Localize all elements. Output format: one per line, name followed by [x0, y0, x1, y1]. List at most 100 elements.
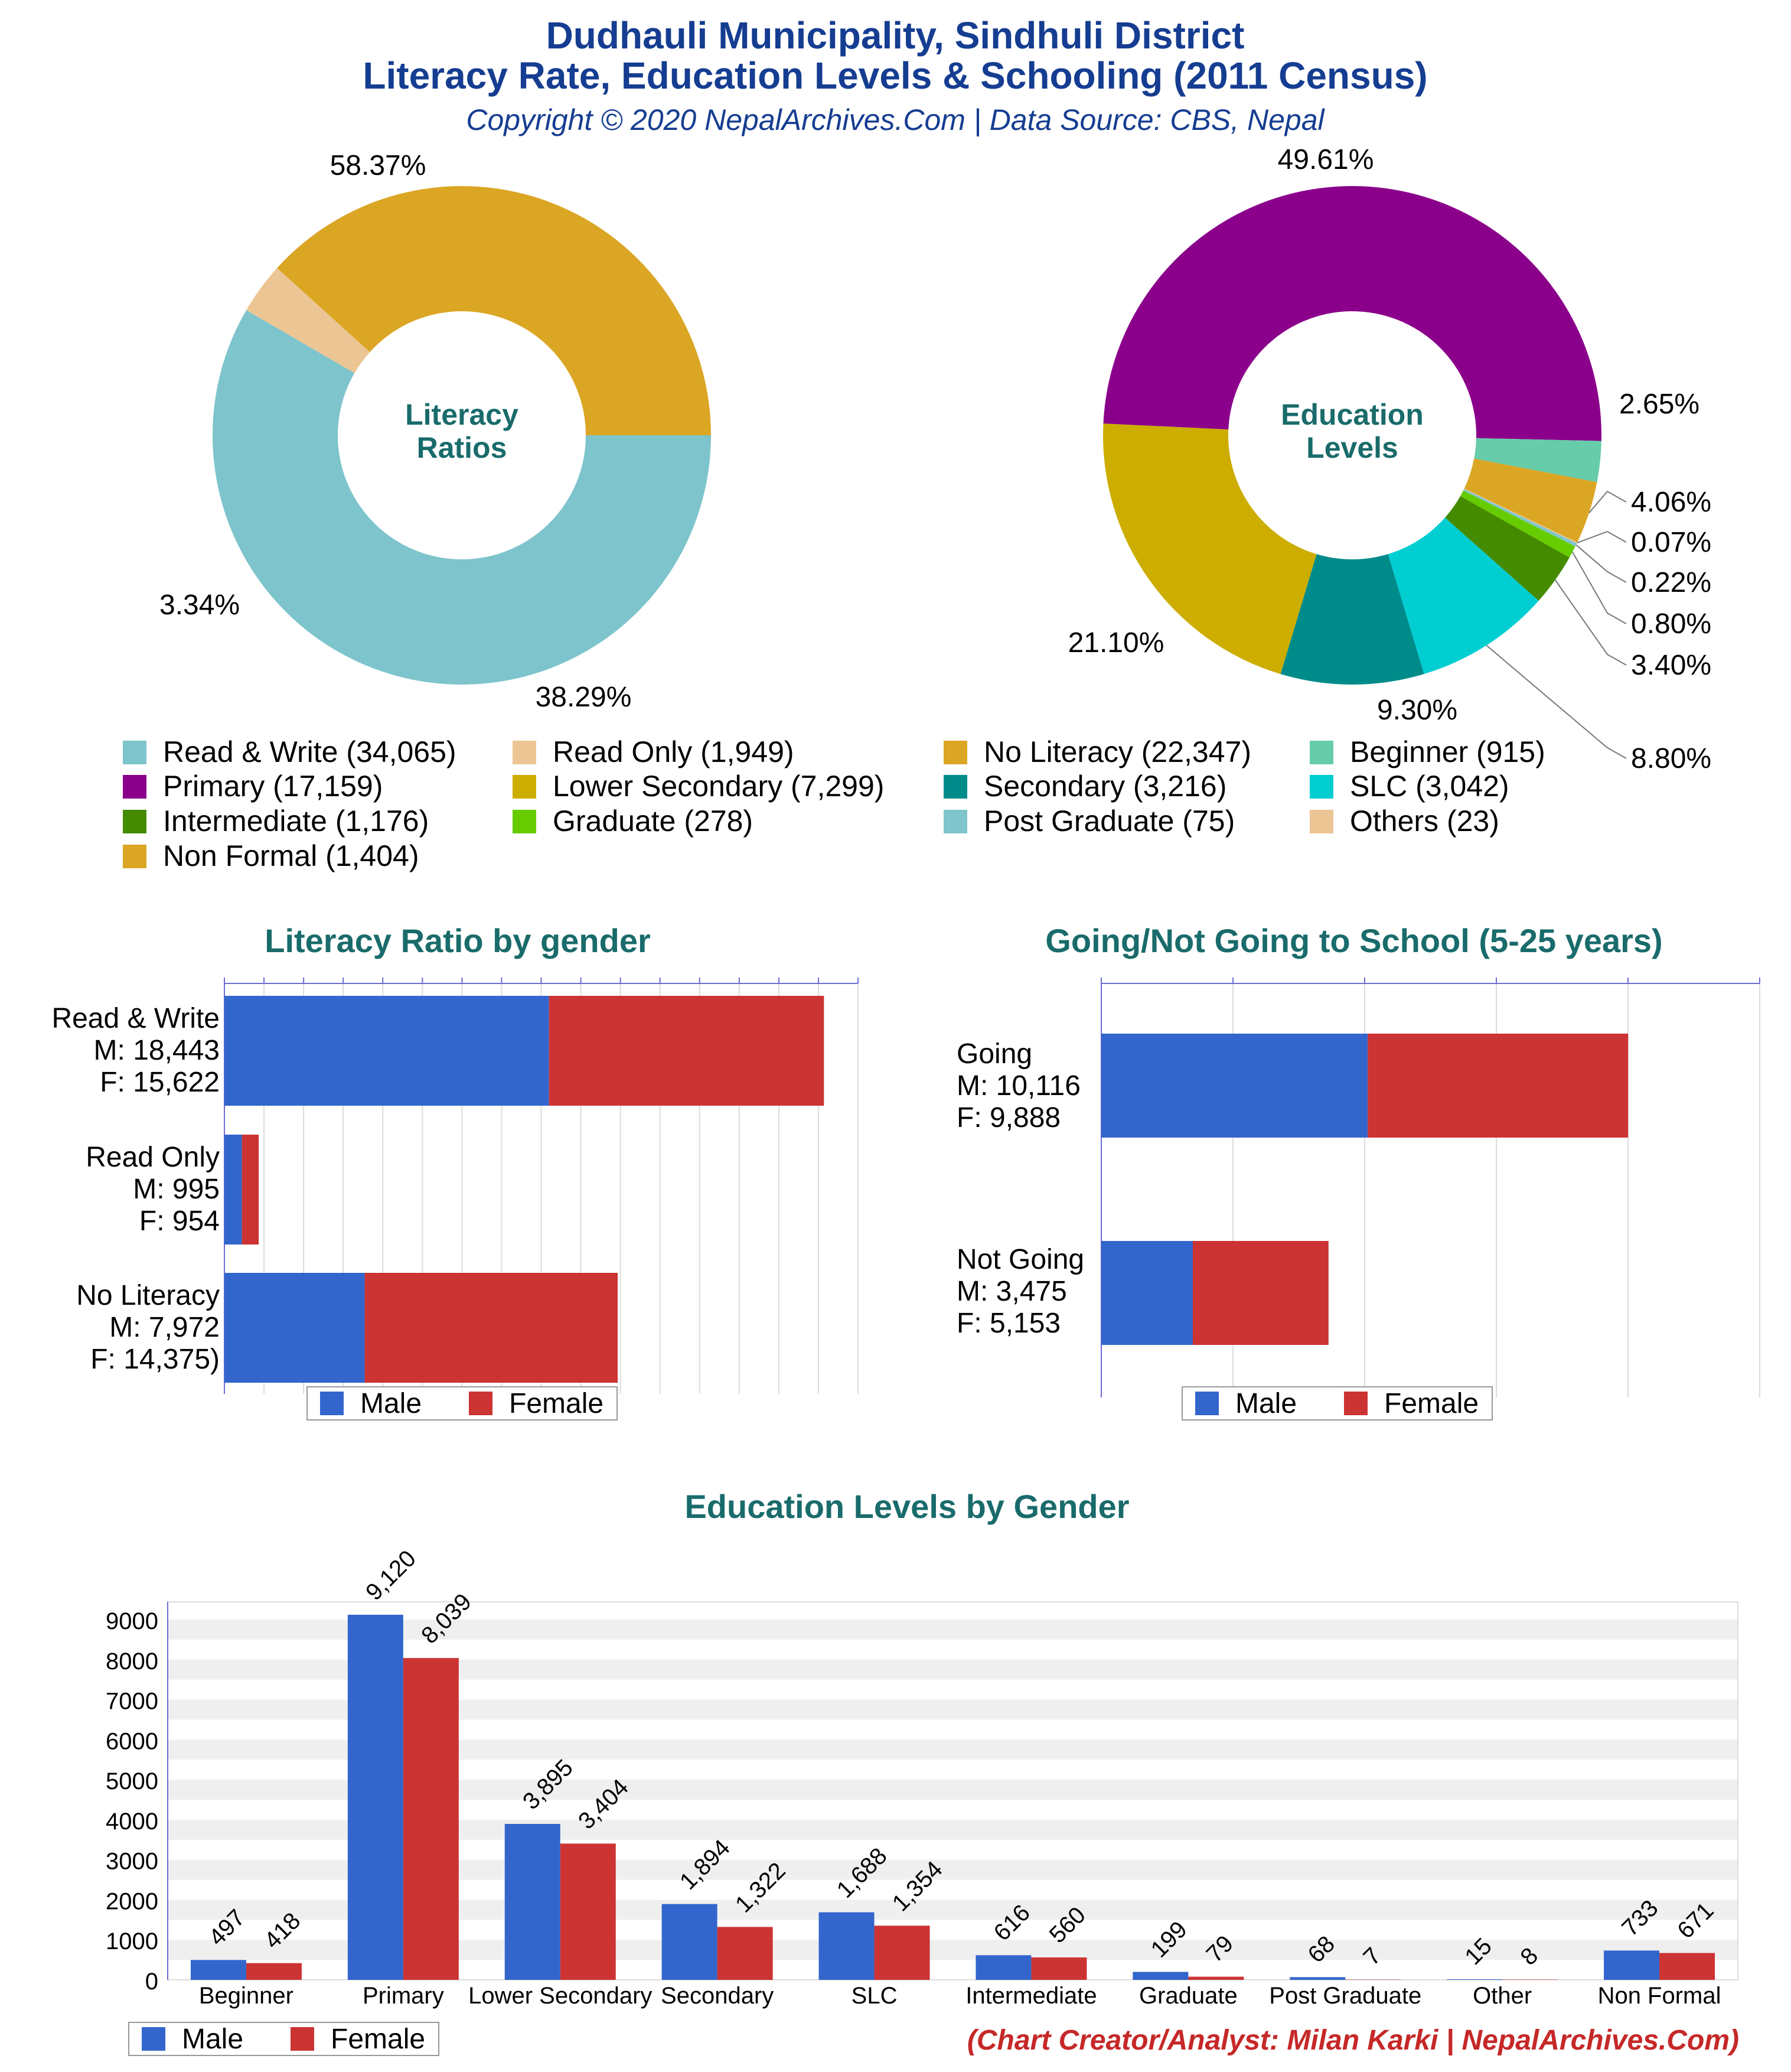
donut-slice-lower-secondary: [1103, 423, 1317, 675]
bar-female-intermediate: [1031, 1957, 1087, 1980]
donut-slice-no-literacy: [277, 185, 711, 435]
legend-label: Non Formal (1,404): [163, 839, 419, 872]
percent-label-secondary: 9.30%: [1377, 695, 1457, 726]
percent-label-no-literacy: 38.29%: [536, 682, 632, 713]
y-tick-label: 9000: [106, 1608, 158, 1634]
donut-slice-beginner: [1474, 438, 1601, 483]
legend-swatch: [513, 741, 536, 764]
legend-label: Others (23): [1350, 804, 1499, 838]
bar-female-read-only: [242, 1135, 259, 1244]
legend-swatch: [1310, 775, 1333, 799]
bar-male-read-write: [224, 996, 549, 1106]
bar-female-secondary: [717, 1927, 773, 1980]
leader-line: [1575, 544, 1627, 583]
bar-male-secondary: [661, 1904, 717, 1980]
x-tick-label-graduate: Graduate: [1139, 1983, 1238, 2009]
category-label: No Literacy: [76, 1280, 220, 1311]
donut-slice-secondary: [1280, 554, 1424, 685]
legend-label: Graduate (278): [553, 804, 753, 838]
grid-band: [168, 1639, 1738, 1660]
donut-slice-read-write: [213, 310, 711, 685]
bar-male-non-formal: [1604, 1950, 1660, 1980]
bar-female-other: [1502, 1979, 1558, 1980]
bar-male-primary: [347, 1614, 403, 1980]
x-tick-label-intermediate: Intermediate: [965, 1983, 1097, 2009]
percent-label-beginner: 2.65%: [1619, 389, 1699, 420]
legend-label: Read Only (1,949): [553, 735, 794, 768]
legend-label: SLC (3,042): [1350, 770, 1509, 803]
legend-label: Lower Secondary (7,299): [553, 770, 884, 803]
legend-swatch: [944, 775, 967, 799]
bar-female-beginner: [246, 1963, 302, 1980]
legend-swatch: [123, 810, 146, 833]
leader-line: [1572, 551, 1627, 624]
category-label: M: 3,475: [957, 1276, 1067, 1307]
y-tick-label: 4000: [106, 1809, 158, 1835]
leader-line: [1588, 490, 1627, 513]
donut-center-label: Education: [1281, 398, 1424, 431]
legend-swatch-male: [320, 1392, 344, 1415]
bar-female-read-write: [549, 996, 824, 1106]
legend-swatch-female: [291, 2027, 314, 2051]
donut-center-label: Ratios: [417, 431, 507, 464]
legend-swatch: [123, 775, 146, 799]
legend-swatch-male: [1195, 1392, 1219, 1415]
percent-label-primary: 49.61%: [1278, 144, 1374, 175]
legend-swatch: [1310, 741, 1333, 764]
bar-female-graduate: [1188, 1976, 1244, 1980]
x-tick-label-primary: Primary: [363, 1983, 444, 2009]
legend-label: No Literacy (22,347): [984, 735, 1251, 768]
percent-label-read-only: 3.34%: [159, 589, 240, 621]
bar-male-slc: [818, 1912, 875, 1980]
x-tick-label-post-graduate: Post Graduate: [1269, 1983, 1421, 2009]
bar-male-read-only: [224, 1135, 242, 1244]
chart-legend-box: [128, 2022, 439, 2056]
donut-slice-non-formal: [1464, 458, 1597, 543]
x-tick-label-beginner: Beginner: [199, 1983, 293, 2009]
literacy-by-gender-title: Literacy Ratio by gender: [265, 922, 651, 959]
percent-label-lower-secondary: 21.10%: [1068, 627, 1164, 659]
bar-female-not-going: [1192, 1241, 1329, 1345]
category-label: Read Only: [86, 1142, 220, 1173]
bar-female-going: [1368, 1034, 1629, 1138]
bar-female-slc: [874, 1926, 930, 1980]
percent-label-non-formal: 4.06%: [1631, 487, 1711, 518]
category-label: F: 15,622: [100, 1067, 220, 1098]
legend-label-male: Male: [182, 2024, 243, 2055]
percent-label-others: 0.07%: [1631, 527, 1711, 558]
donut-center-label: Levels: [1306, 431, 1398, 464]
category-label: F: 9,888: [957, 1102, 1061, 1133]
legend-label: Primary (17,159): [163, 770, 383, 803]
y-tick-label: 7000: [106, 1689, 158, 1715]
leader-line: [1486, 644, 1627, 759]
donut-slice-slc: [1388, 517, 1539, 675]
percent-label-post-graduate: 0.22%: [1631, 567, 1711, 598]
legend-label-female: Female: [1384, 1388, 1479, 1419]
category-label: F: 5,153: [957, 1308, 1061, 1339]
category-label: Going: [957, 1038, 1032, 1070]
school-going-title: Going/Not Going to School (5-25 years): [1045, 922, 1662, 959]
percent-label-graduate: 0.80%: [1631, 608, 1711, 640]
chart-legend-box: [1182, 1386, 1493, 1421]
bar-male-no-literacy: [224, 1273, 365, 1383]
x-tick-label-non-formal: Non Formal: [1598, 1983, 1721, 2009]
legend-label: Beginner (915): [1350, 735, 1545, 768]
category-label: Not Going: [957, 1244, 1084, 1275]
legend-label: Intermediate (1,176): [163, 804, 429, 838]
legend-swatch: [513, 810, 536, 833]
grid-band: [168, 1620, 1738, 1640]
donut-slice-intermediate: [1445, 496, 1570, 601]
bar-male-intermediate: [976, 1955, 1032, 1980]
copyright-line: Copyright © 2020 NepalArchives.Com | Dat…: [466, 103, 1325, 137]
x-tick-label-other: Other: [1473, 1983, 1532, 2009]
category-label: Read & Write: [51, 1003, 220, 1034]
donut-slice-read-only: [246, 268, 370, 373]
category-label: M: 10,116: [957, 1070, 1081, 1102]
legend-label-female: Female: [509, 1388, 603, 1419]
donut-slice-others: [1464, 488, 1578, 543]
y-tick-label: 8000: [106, 1649, 158, 1674]
legend-label-male: Male: [360, 1388, 422, 1419]
y-tick-label: 0: [145, 1969, 158, 1995]
